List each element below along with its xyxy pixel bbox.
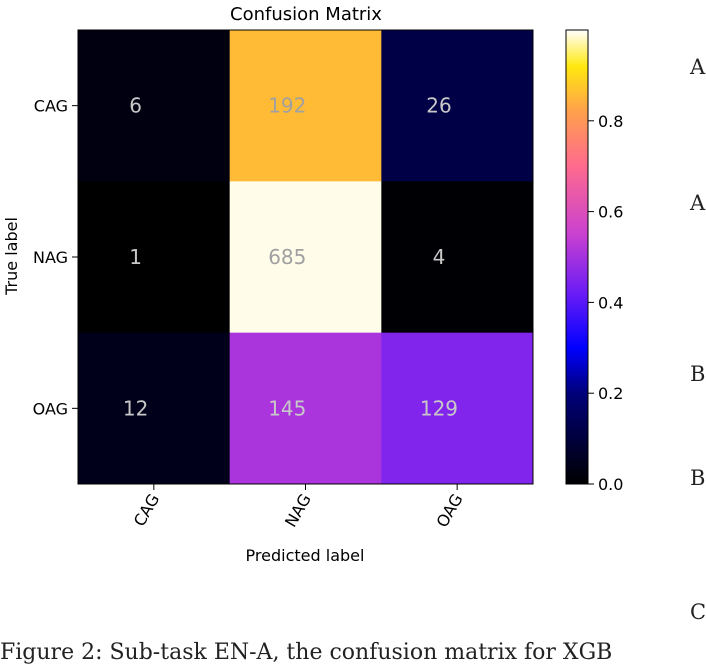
figure-caption: Figure 2: Sub-task EN-A, the confusion m… xyxy=(0,640,613,665)
cell-value-label: 685 xyxy=(268,245,306,269)
cell-value-label: 12 xyxy=(123,396,148,420)
heatmap-cells: 6 192 26 1 685 4 12 145 129 xyxy=(78,30,534,485)
heatmap-cell xyxy=(78,30,231,182)
cell-value-label: 6 xyxy=(129,94,142,118)
heatmap-cell xyxy=(381,332,534,485)
colorbar xyxy=(565,29,589,485)
cell-value-label: 1 xyxy=(129,245,142,269)
colorbar-tick-label: 0.2 xyxy=(598,384,623,403)
chart-title: Confusion Matrix xyxy=(230,4,382,25)
cell-value-label: 26 xyxy=(426,94,451,118)
side-letter: B xyxy=(690,466,706,490)
cell-value-label: 4 xyxy=(433,245,446,269)
heatmap-cell xyxy=(381,181,534,334)
heatmap-cell xyxy=(78,181,231,334)
y-axis-label: True label xyxy=(2,217,21,296)
y-tick-label: CAG xyxy=(34,97,68,116)
heatmap-cell xyxy=(229,181,382,334)
y-tick-label: NAG xyxy=(33,248,68,267)
side-letter: A xyxy=(690,55,706,79)
heatmap-cell xyxy=(229,30,382,182)
x-tick-label: OAG xyxy=(432,491,466,531)
x-tick-label: CAG xyxy=(130,491,164,530)
side-letter: C xyxy=(690,600,706,624)
heatmap-cell xyxy=(381,30,534,182)
heatmap-cell xyxy=(229,332,382,485)
heatmap-cell xyxy=(78,332,231,485)
x-axis-label: Predicted label xyxy=(246,546,365,565)
cell-value-label: 129 xyxy=(420,396,458,420)
x-tick-label: NAG xyxy=(281,491,315,531)
colorbar-ticks: 0.0 0.2 0.4 0.6 0.8 xyxy=(588,112,623,494)
y-tick-label: OAG xyxy=(33,399,68,418)
cell-value-label: 145 xyxy=(268,396,306,420)
side-letter: A xyxy=(690,191,706,215)
colorbar-tick-label: 0.8 xyxy=(598,112,623,131)
colorbar-tick-label: 0.0 xyxy=(598,475,623,494)
colorbar-tick-label: 0.4 xyxy=(598,293,623,312)
side-letter: B xyxy=(690,362,706,386)
cell-value-label: 192 xyxy=(268,94,306,118)
colorbar-tick-label: 0.6 xyxy=(598,203,623,222)
